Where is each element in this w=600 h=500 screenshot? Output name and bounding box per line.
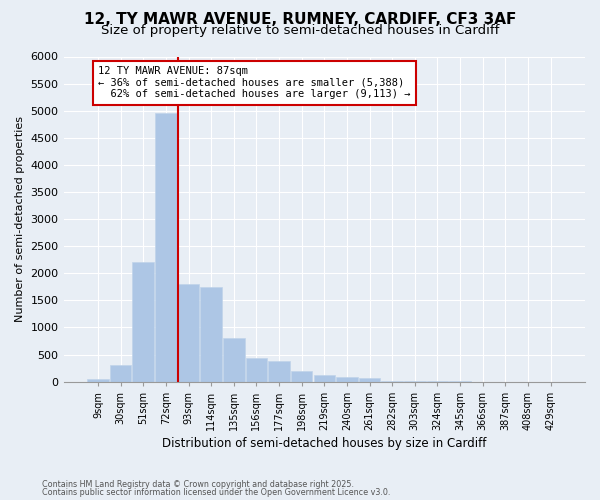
Text: 12 TY MAWR AVENUE: 87sqm
← 36% of semi-detached houses are smaller (5,388)
  62%: 12 TY MAWR AVENUE: 87sqm ← 36% of semi-d… (98, 66, 411, 100)
Bar (336, 377, 358, 382)
X-axis label: Distribution of semi-detached houses by size in Cardiff: Distribution of semi-detached houses by … (162, 437, 487, 450)
Text: Contains HM Land Registry data © Crown copyright and database right 2025.: Contains HM Land Registry data © Crown c… (42, 480, 354, 489)
Bar (200, 287, 222, 382)
Bar (359, 378, 380, 382)
Bar (178, 284, 199, 382)
Bar (245, 358, 267, 382)
Bar (382, 380, 403, 382)
Y-axis label: Number of semi-detached properties: Number of semi-detached properties (15, 116, 25, 322)
Bar (155, 114, 176, 382)
Bar (291, 371, 313, 382)
Bar (133, 262, 154, 382)
Bar (404, 381, 425, 382)
Text: Size of property relative to semi-detached houses in Cardiff: Size of property relative to semi-detach… (101, 24, 499, 37)
Bar (223, 338, 245, 382)
Bar (268, 361, 290, 382)
Text: Contains public sector information licensed under the Open Government Licence v3: Contains public sector information licen… (42, 488, 391, 497)
Bar (314, 374, 335, 382)
Text: 12, TY MAWR AVENUE, RUMNEY, CARDIFF, CF3 3AF: 12, TY MAWR AVENUE, RUMNEY, CARDIFF, CF3… (84, 12, 516, 28)
Bar (110, 365, 131, 382)
Bar (87, 379, 109, 382)
